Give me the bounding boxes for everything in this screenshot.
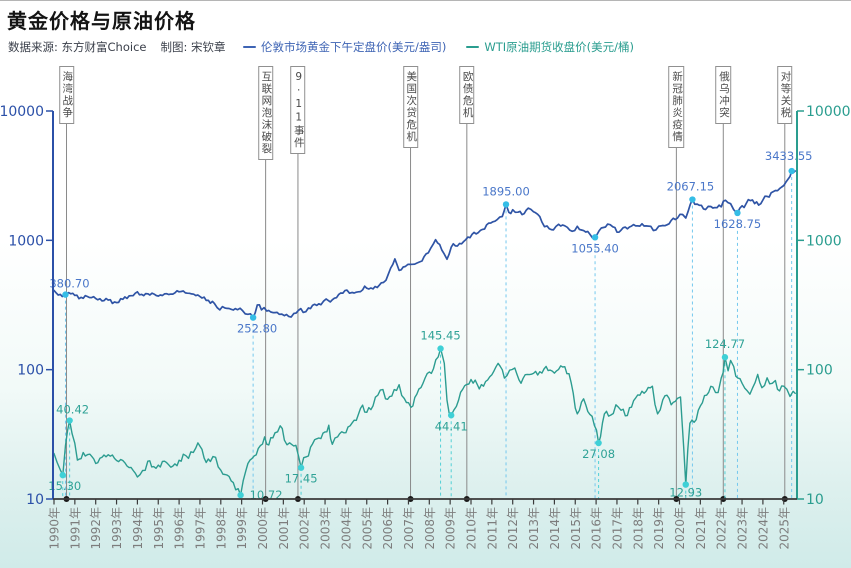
gold-value-label: 1895.00 xyxy=(482,184,530,198)
legend-item-gold: 伦敦市场黄金下午定盘价(美元/盎司) xyxy=(243,39,446,55)
gold-value-label: 3433.55 xyxy=(765,149,813,163)
oil-price-line xyxy=(53,347,796,496)
left-tick-label: 10 xyxy=(26,492,44,508)
x-tick-label: 2003年 xyxy=(319,507,333,550)
right-tick-label: 1000 xyxy=(806,233,842,249)
gold-marker-dot xyxy=(591,234,599,241)
left-tick-label: 10000 xyxy=(0,104,44,120)
left-tick-label: 100 xyxy=(17,363,44,379)
oil-value-label: 17.45 xyxy=(285,472,318,486)
oil-marker-dot xyxy=(682,481,689,488)
x-tick-label: 1993年 xyxy=(110,507,124,550)
x-tick-label: 2018年 xyxy=(631,507,645,550)
x-tick-label: 1998年 xyxy=(214,507,228,550)
oil-value-label: 27.08 xyxy=(582,447,615,461)
oil-marker-dot xyxy=(237,491,244,499)
oil-value-label: 10.72 xyxy=(250,488,283,502)
x-tick-label: 2024年 xyxy=(756,507,770,550)
left-tick-label: 1000 xyxy=(8,233,44,249)
oil-marker-dot xyxy=(437,345,444,352)
x-tick-label: 2008年 xyxy=(423,507,437,550)
x-tick-label: 1991年 xyxy=(68,507,82,550)
x-tick-label: 1992年 xyxy=(89,507,103,550)
x-tick-label: 1994年 xyxy=(131,507,145,550)
gold-marker-dot xyxy=(689,196,696,203)
x-tick-label: 2016年 xyxy=(590,507,604,550)
legend-item-oil: WTI原油期货收盘价(美元/桶) xyxy=(466,39,634,55)
marker-dots xyxy=(59,167,795,499)
x-tick-label: 2019年 xyxy=(652,507,666,550)
data-source-note: 数据来源: 东方财富Choice xyxy=(8,40,147,54)
right-tick-label: 10000 xyxy=(806,104,851,120)
event-lines xyxy=(63,69,788,502)
chart-legend: 伦敦市场黄金下午定盘价(美元/盎司) WTI原油期货收盘价(美元/桶) xyxy=(243,39,634,55)
gold-marker-dot xyxy=(788,167,795,175)
x-tick-label: 2023年 xyxy=(736,507,750,550)
x-tick-label: 1996年 xyxy=(173,507,187,550)
oil-marker-dot xyxy=(66,417,73,424)
legend-label-gold: 伦敦市场黄金下午定盘价(美元/盎司) xyxy=(261,40,447,54)
x-tick-label: 2022年 xyxy=(715,507,729,550)
x-tick-label: 2009年 xyxy=(444,507,458,550)
oil-value-label: 145.45 xyxy=(420,329,460,343)
gold-marker-dot xyxy=(734,209,741,217)
gold-value-label: 1628.75 xyxy=(714,217,762,231)
x-tick-label: 2017年 xyxy=(610,507,624,550)
x-tick-label: 2025年 xyxy=(777,507,791,550)
x-tick-label: 2000年 xyxy=(256,507,270,550)
chart-notes: 数据来源: 东方财富Choice 制图: 宋钦章 xyxy=(8,39,226,55)
x-tick-label: 2004年 xyxy=(339,507,353,550)
gold-price-line xyxy=(53,170,797,319)
axes: 10 10 100 100 1000 1000 10000 10000 1990年 1991年 19… xyxy=(0,104,851,550)
gold-marker-dot xyxy=(502,201,510,208)
author-note: 制图: 宋钦章 xyxy=(160,40,226,54)
x-tick-label: 2005年 xyxy=(360,507,374,550)
gold-marker-dot xyxy=(249,314,257,321)
right-tick-label: 100 xyxy=(806,363,833,379)
x-tick-label: 1999年 xyxy=(235,507,249,550)
oil-marker-dot xyxy=(447,412,455,419)
oil-value-label: 44.41 xyxy=(435,419,468,433)
oil-value-label: 40.42 xyxy=(56,403,89,417)
x-tick-label: 1995年 xyxy=(152,507,166,550)
oil-marker-dot xyxy=(721,354,729,361)
x-tick-label: 2007年 xyxy=(402,507,416,550)
x-tick-label: 2014年 xyxy=(548,507,562,550)
x-tick-label: 2013年 xyxy=(527,507,541,550)
x-tick-label: 1990年 xyxy=(48,507,62,550)
oil-value-label: 124.77 xyxy=(705,337,745,351)
oil-value-label: 12.93 xyxy=(669,486,702,500)
gold-value-label: 1055.40 xyxy=(571,241,619,255)
x-tick-label: 2020年 xyxy=(673,507,687,550)
oil-marker-dot xyxy=(59,471,66,479)
oil-marker-dot xyxy=(595,439,602,447)
marker-labels: 380.70 252.80 1895.00 1055.40 2067.15 1628.75… xyxy=(48,149,812,502)
x-tick-label: 1997年 xyxy=(193,507,207,550)
x-tick-label: 2011年 xyxy=(485,507,499,550)
x-tick-label: 2015年 xyxy=(569,507,583,550)
gold-value-label: 380.70 xyxy=(49,277,89,291)
oil-marker-dot xyxy=(297,464,305,471)
oil-line-swatch-icon xyxy=(466,45,480,49)
right-tick-label: 10 xyxy=(806,492,824,508)
oil-value-label: 15.30 xyxy=(48,479,81,493)
x-tick-label: 2010年 xyxy=(465,507,479,550)
x-tick-label: 2021年 xyxy=(694,507,708,550)
gold-line-swatch-icon xyxy=(243,45,256,49)
legend-label-oil: WTI原油期货收盘价(美元/桶) xyxy=(484,40,634,54)
page-title: 黄金价格与原油价格 xyxy=(7,9,196,33)
gold-value-label: 252.80 xyxy=(237,322,277,336)
x-tick-label: 2006年 xyxy=(381,507,395,550)
gold-marker-dot xyxy=(62,291,69,298)
gold-value-label: 2067.15 xyxy=(667,180,715,194)
x-tick-label: 2001年 xyxy=(277,507,291,550)
x-tick-label: 2012年 xyxy=(506,507,520,550)
x-tick-label: 2002年 xyxy=(298,507,312,550)
